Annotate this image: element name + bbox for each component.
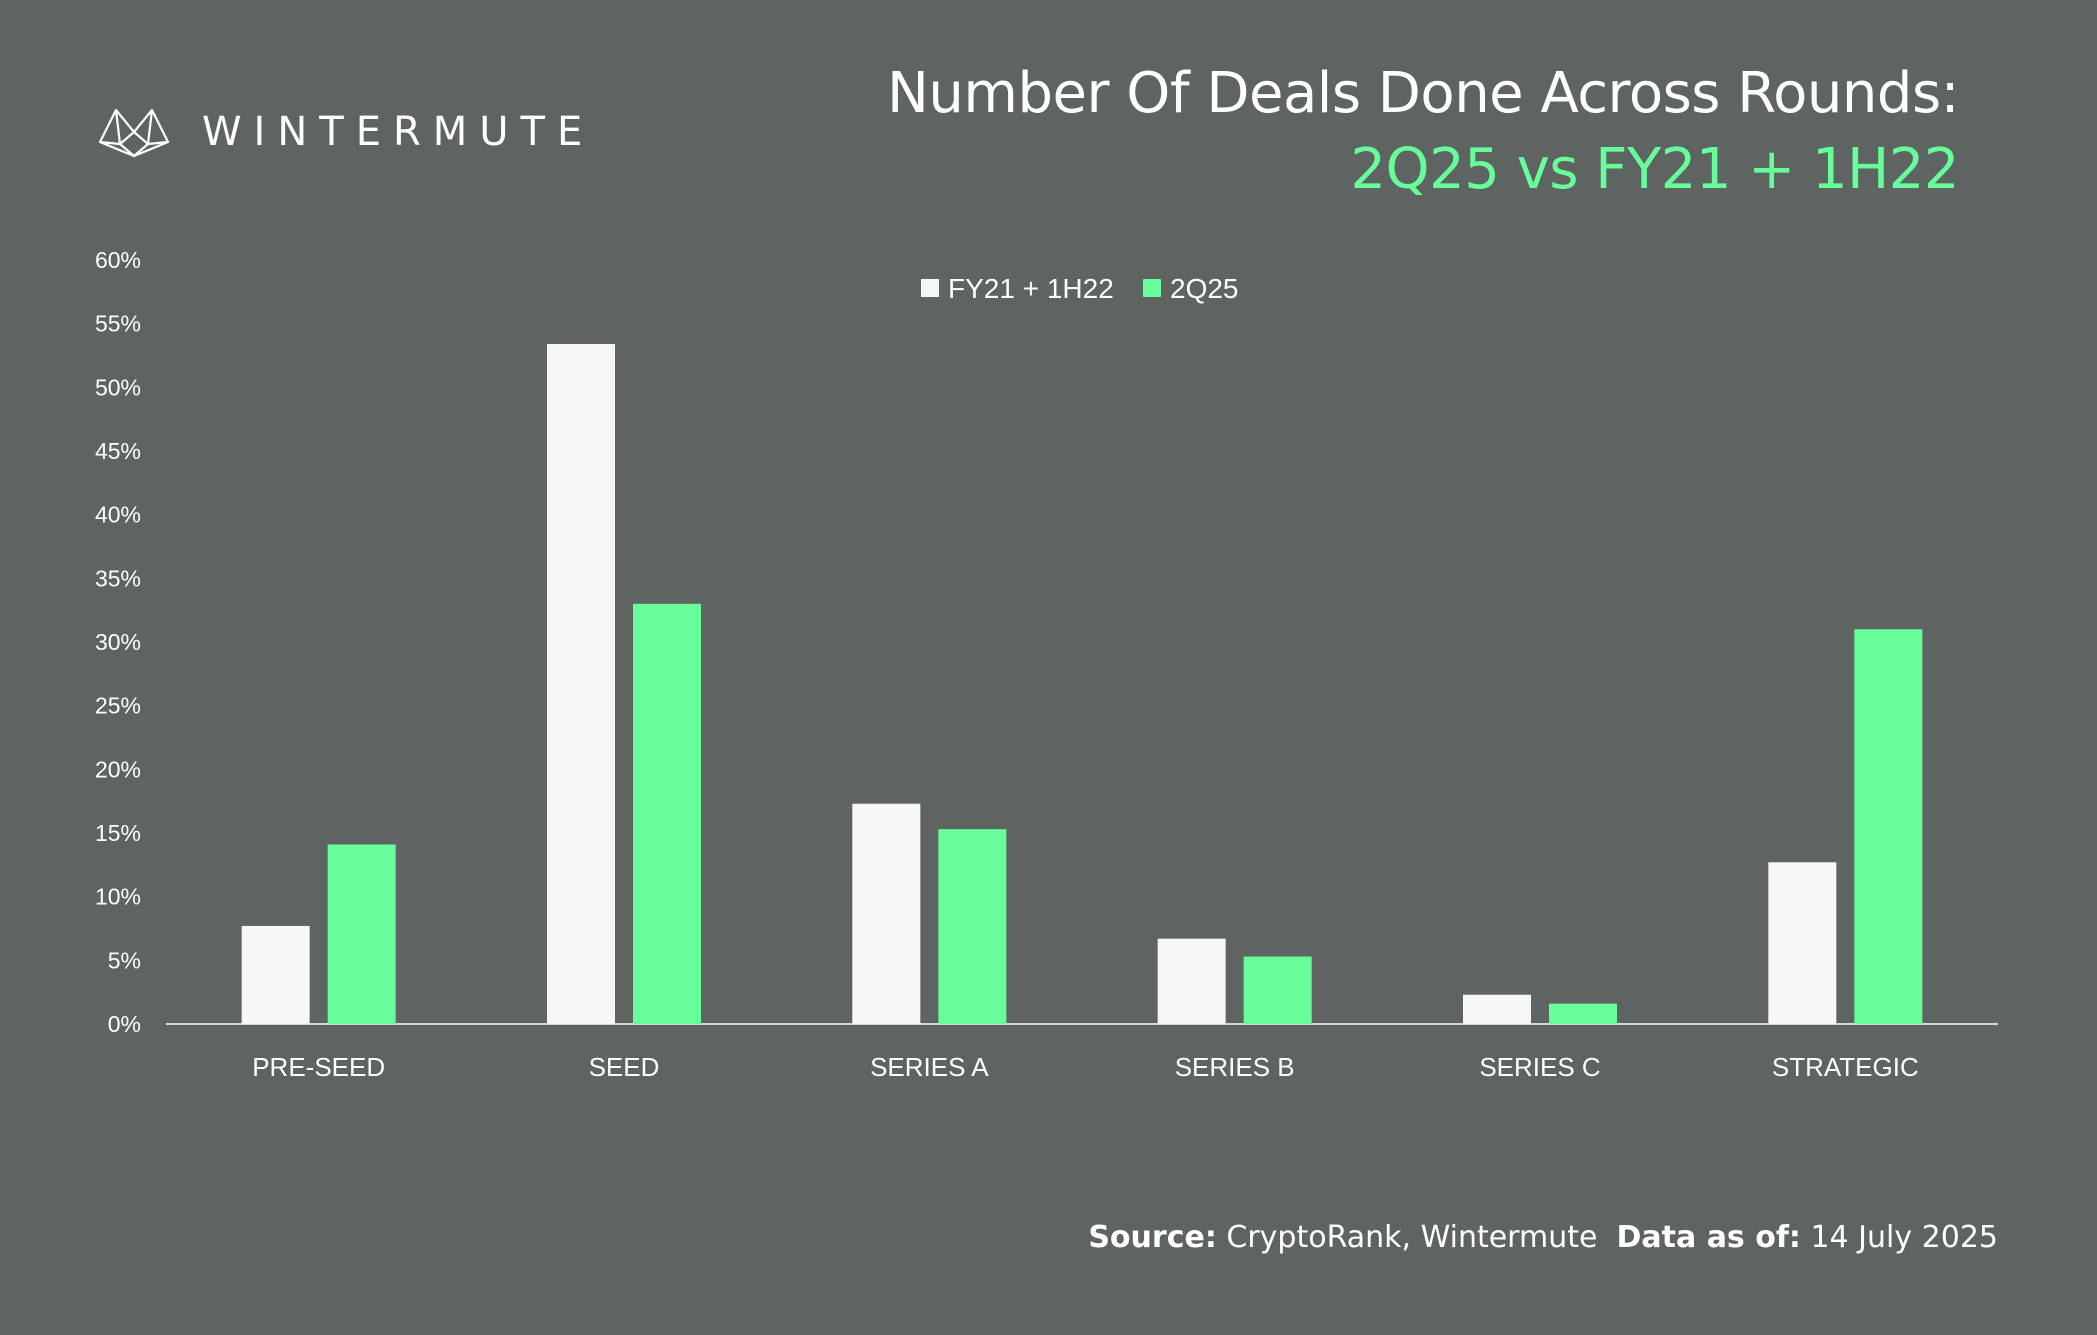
legend-swatch [1143, 279, 1161, 297]
y-tick-label: 10% [95, 884, 141, 910]
chart-title-block: Number Of Deals Done Across Rounds: 2Q25… [887, 58, 1959, 210]
y-tick-label: 5% [108, 947, 141, 973]
y-tick-label: 30% [95, 629, 141, 655]
bar-fy21-1h22 [1157, 938, 1226, 1024]
y-tick-label: 45% [95, 438, 141, 464]
bar-2q25 [1549, 1003, 1617, 1024]
y-tick-label: 25% [95, 693, 141, 719]
legend-label: 2Q25 [1170, 273, 1239, 304]
y-tick-label: 20% [95, 756, 141, 782]
chart-title: Number Of Deals Done Across Rounds: [887, 61, 1959, 126]
x-category-label: STRATEGIC [1772, 1052, 1919, 1082]
y-tick-label: 60% [95, 247, 141, 273]
legend-label: FY21 + 1H22 [948, 273, 1114, 304]
bar-2q25 [938, 829, 1007, 1024]
y-tick-label: 50% [95, 374, 141, 400]
brand-logo: WINTERMUTE [98, 104, 594, 160]
bar-fy21-1h22 [547, 344, 615, 1024]
x-category-label: SERIES A [870, 1052, 989, 1082]
x-category-label: SERIES C [1479, 1052, 1600, 1082]
bar-2q25 [1854, 629, 1923, 1024]
y-tick-label: 55% [95, 311, 141, 337]
x-category-label: SEED [589, 1052, 660, 1082]
date-label: Data as of: [1616, 1220, 1801, 1255]
bar-2q25 [327, 844, 396, 1024]
legend-swatch [921, 279, 939, 297]
source-label: Source: [1088, 1220, 1217, 1255]
bar-fy21-1h22 [852, 803, 921, 1024]
y-tick-label: 15% [95, 820, 141, 846]
wintermute-logo-icon [98, 108, 170, 158]
chart-subtitle: 2Q25 vs FY21 + 1H22 [1350, 137, 1959, 202]
y-tick-label: 40% [95, 502, 141, 528]
footer-source: Source: CryptoRank, Wintermute Data as o… [1088, 1220, 1998, 1255]
date-value: 14 July 2025 [1810, 1220, 1998, 1255]
brand-name: WINTERMUTE [202, 109, 595, 155]
bar-fy21-1h22 [241, 925, 310, 1024]
source-value: CryptoRank, Wintermute [1226, 1220, 1598, 1255]
x-category-label: SERIES B [1175, 1052, 1295, 1082]
bar-2q25 [633, 603, 701, 1024]
x-category-label: PRE-SEED [252, 1052, 385, 1082]
bar-fy21-1h22 [1463, 994, 1531, 1024]
y-tick-label: 35% [95, 565, 141, 591]
y-tick-label: 0% [108, 1011, 141, 1037]
bar-2q25 [1243, 956, 1312, 1024]
bar-fy21-1h22 [1768, 862, 1837, 1024]
